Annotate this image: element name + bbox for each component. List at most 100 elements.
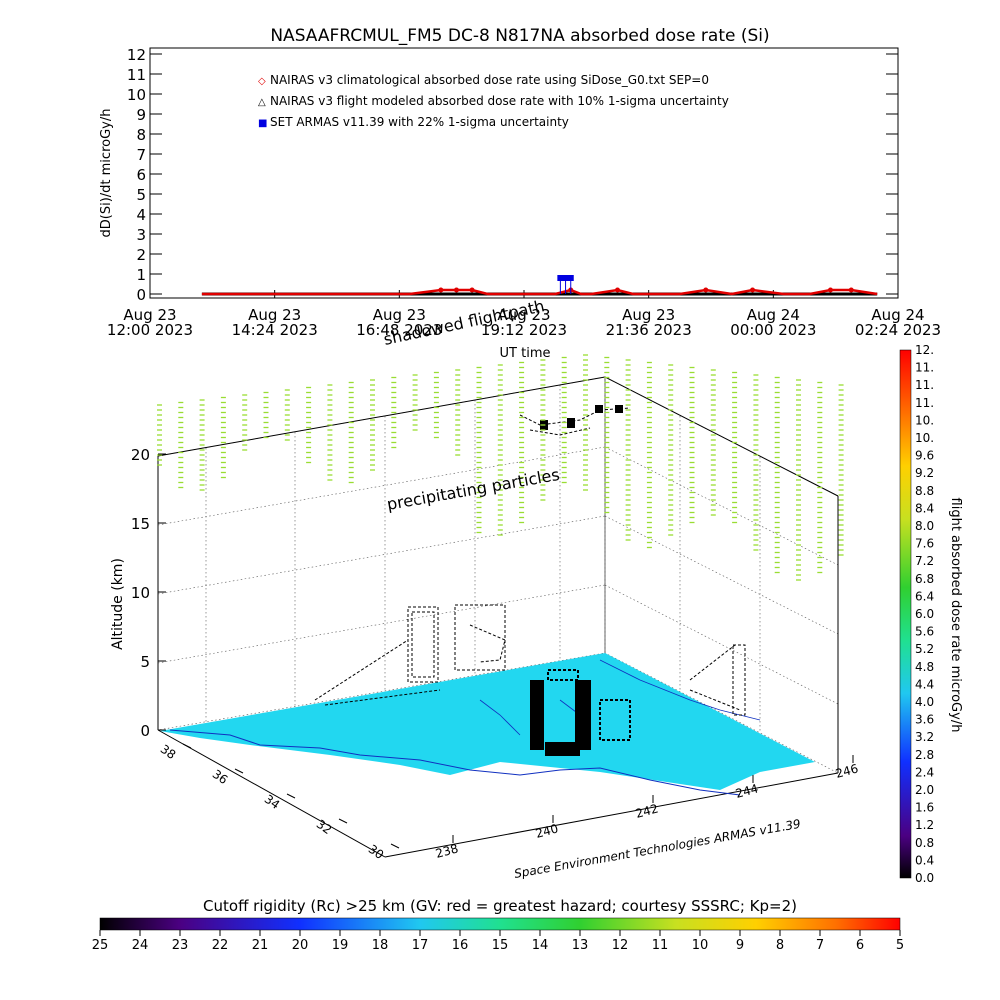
y-tick-label: 5 bbox=[136, 186, 146, 204]
rc-colorbar-ticks: 25 24 23 22 21 20 19 18 17 16 15 14 13 12 11 10 9 8 7 6 5 bbox=[92, 930, 904, 953]
box-frame bbox=[157, 376, 839, 858]
altitude-ticks: 0 5 10 15 20 bbox=[131, 446, 166, 740]
y-tick-label: 12 bbox=[127, 46, 146, 64]
longitude-tick-label: 240 bbox=[534, 821, 560, 840]
legend-entry: NAIRAS v3 climatological absorbed dose r… bbox=[270, 73, 709, 87]
longitude-ticks: 238 240 242 244 246 bbox=[434, 755, 860, 861]
series-nairas-clim-point bbox=[469, 287, 475, 293]
x-tick-label-time: 02:24 2023 bbox=[855, 321, 941, 339]
legend-entry: NAIRAS v3 flight modeled absorbed dose r… bbox=[270, 94, 729, 108]
latitude-tick-label: 34 bbox=[262, 792, 283, 812]
series-nairas-clim-point bbox=[703, 287, 709, 293]
y-tick-label: 10 bbox=[127, 86, 146, 104]
rc-colorbar-tick-label: 21 bbox=[252, 938, 269, 953]
legend-symbol: ■ bbox=[258, 118, 267, 129]
rc-colorbar-tick-label: 12 bbox=[612, 938, 629, 953]
dose-colorbar-tick-label: 9.2 bbox=[915, 466, 934, 480]
dose-colorbar-tick-label: 0.4 bbox=[915, 853, 934, 867]
dose-colorbar-tick-label: 2.8 bbox=[915, 748, 934, 762]
rc-colorbar-tick-label: 5 bbox=[896, 938, 904, 953]
dose-colorbar-tick-label: 1.2 bbox=[915, 818, 934, 832]
x-tick-label-time: 00:00 2023 bbox=[730, 321, 816, 339]
rc-colorbar-tick-label: 16 bbox=[452, 938, 469, 953]
rc-colorbar-tick-label: 20 bbox=[292, 938, 309, 953]
y-tick-label: 0 bbox=[136, 286, 146, 304]
dose-colorbar-tick-label: 0.8 bbox=[915, 836, 934, 850]
y-axis-label: dD(Si)/dt microGy/h bbox=[99, 109, 114, 238]
latitude-tick-label: 36 bbox=[210, 767, 231, 787]
y-tick-label: 11 bbox=[127, 66, 146, 84]
rc-colorbar-tick-label: 6 bbox=[856, 938, 864, 953]
rc-colorbar-tick-label: 9 bbox=[736, 938, 744, 953]
rc-colorbar-label: Cutoff rigidity (Rc) >25 km (GV: red = g… bbox=[203, 897, 797, 915]
x-tick-label-date: Aug 23 bbox=[622, 306, 675, 324]
rc-colorbar-tick-label: 15 bbox=[492, 938, 509, 953]
legend-symbol: △ bbox=[258, 97, 266, 108]
latitude-tick-label: 38 bbox=[158, 742, 179, 762]
y-tick-label: 2 bbox=[136, 246, 146, 264]
series-nairas-clim-line bbox=[201, 288, 878, 296]
y-tick-label: 6 bbox=[136, 166, 146, 184]
annotation-precipitating-particles: precipitating particles bbox=[385, 465, 561, 514]
dose-colorbar-tick-label: 10. bbox=[915, 431, 934, 445]
rc-colorbar-tick-label: 19 bbox=[332, 938, 349, 953]
dose-colorbar-tick-label: 3.2 bbox=[915, 730, 934, 744]
y-tick-label: 8 bbox=[136, 126, 146, 144]
rc-colorbar-tick-label: 23 bbox=[172, 938, 189, 953]
latitude-tick bbox=[234, 768, 244, 774]
altitude-tick-label: 5 bbox=[140, 653, 150, 671]
series-nairas-clim-point bbox=[438, 287, 444, 293]
x-tick-label-date: Aug 23 bbox=[373, 306, 426, 324]
series-nairas-clim-point bbox=[848, 287, 854, 293]
latitude-tick bbox=[182, 743, 192, 749]
flight-path-shadow bbox=[314, 407, 746, 716]
longitude-tick-label: 244 bbox=[734, 781, 760, 800]
dose-colorbar-label: flight absorbed dose rate microGy/h bbox=[948, 498, 963, 733]
x-tick-label-time: 16:48 2023 bbox=[356, 321, 442, 339]
latitude-tick bbox=[286, 793, 296, 799]
dose-colorbar-tick-label: 7.6 bbox=[915, 537, 934, 551]
precipitating-particles bbox=[157, 354, 844, 581]
chart-title: NASAAFRCMUL_FM5 DC-8 N817NA absorbed dos… bbox=[270, 26, 769, 46]
altitude-tick-label: 20 bbox=[131, 446, 150, 464]
dose-colorbar-tick-label: 3.6 bbox=[915, 713, 934, 727]
x-tick-label-time: 12:00 2023 bbox=[107, 321, 193, 339]
x-tick-label-date: Aug 23 bbox=[123, 306, 176, 324]
z-axis-label: Altitude (km) bbox=[110, 558, 126, 650]
longitude-tick-label: 238 bbox=[434, 841, 460, 860]
x-tick-label-time: 21:36 2023 bbox=[606, 321, 692, 339]
series-layer bbox=[201, 275, 878, 296]
series-nairas-clim-point bbox=[827, 287, 833, 293]
altitude-tick-label: 15 bbox=[131, 515, 150, 533]
x-tick-label-date: Aug 23 bbox=[248, 306, 301, 324]
dose-colorbar-tick-label: 1.6 bbox=[915, 801, 934, 815]
dose-colorbar-tick-label: 11. bbox=[915, 361, 934, 375]
rc-colorbar-tick-label: 8 bbox=[776, 938, 784, 953]
series-nairas-clim-point bbox=[750, 287, 756, 293]
dose-colorbar-tick-label: 4.0 bbox=[915, 695, 934, 709]
x-tick-label-time: 19:12 2023 bbox=[481, 321, 567, 339]
series-nairas-clim-point bbox=[453, 287, 459, 293]
flight-path-top bbox=[540, 405, 623, 430]
rc-colorbar-tick-label: 11 bbox=[652, 938, 669, 953]
dose-colorbar-tick-label: 0.0 bbox=[915, 871, 934, 885]
series-nairas-clim-point bbox=[615, 287, 620, 293]
rc-colorbar-tick-label: 10 bbox=[692, 938, 709, 953]
dose-colorbar-tick-label: 11. bbox=[915, 378, 934, 392]
rc-colorbar-tick-label: 13 bbox=[572, 938, 589, 953]
dose-rate-colorbar: 0.0 0.4 0.8 1.2 1.6 2.0 2.4 2.8 3.2 3.6 4.0 4.4 4.8 5… bbox=[899, 343, 963, 885]
legend-symbol: ◇ bbox=[258, 76, 266, 87]
y-tick-label: 4 bbox=[136, 206, 146, 224]
y-tick-label: 1 bbox=[136, 266, 146, 284]
dose-colorbar-tick-label: 6.8 bbox=[915, 572, 934, 586]
dose-colorbar-tick-label: 8.0 bbox=[915, 519, 934, 533]
dose-colorbar-tick-label: 7.2 bbox=[915, 554, 934, 568]
rc-colorbar-tick-label: 17 bbox=[412, 938, 429, 953]
altitude-tick-label: 0 bbox=[140, 722, 150, 740]
legend-entry: SET ARMAS v11.39 with 22% 1-sigma uncert… bbox=[270, 115, 569, 129]
altitude-tick-label: 10 bbox=[131, 584, 150, 602]
dose-colorbar-tick-label: 8.4 bbox=[915, 501, 934, 515]
